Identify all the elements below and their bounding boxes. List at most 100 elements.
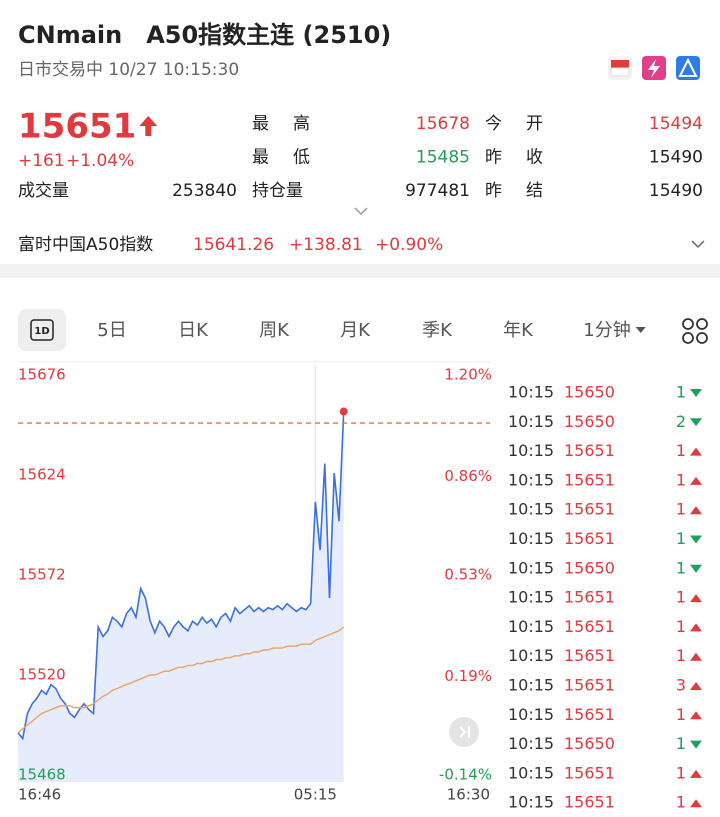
trade-time: 10:15	[508, 763, 554, 782]
tab[interactable]: 周K	[259, 320, 290, 341]
stat-label: 持仓量	[252, 181, 303, 201]
tab[interactable]: 1分钟	[583, 320, 630, 341]
tab[interactable]: 月K	[340, 320, 371, 341]
trade-price: 15651	[564, 588, 615, 607]
trade-volume: 1	[676, 383, 686, 402]
dropdown-caret	[635, 327, 646, 333]
index-chevron[interactable]	[691, 240, 705, 249]
tab-active-bg[interactable]	[18, 309, 66, 351]
expand-chevron[interactable]	[354, 207, 368, 216]
stat-value: 15490	[649, 148, 703, 168]
trade-price: 15651	[564, 676, 615, 695]
average-line	[17, 626, 345, 734]
trade-direction	[690, 623, 702, 632]
market-icons	[608, 56, 700, 80]
change-percent: +1.04%	[66, 151, 134, 171]
trade-volume: 1	[676, 734, 686, 753]
stat-value: 15490	[649, 181, 703, 201]
trade-time: 10:15	[508, 793, 554, 812]
trade-price: 15650	[564, 383, 615, 402]
index-percent: +0.90%	[375, 235, 443, 255]
y-tick-label: 15676	[18, 366, 66, 384]
stat-value: 15678	[416, 114, 470, 134]
title: CNmain A50指数主连 (2510)	[18, 21, 391, 49]
change: +161	[18, 151, 65, 171]
tab[interactable]: 日K	[178, 320, 209, 341]
volume-label: 成交量	[18, 181, 69, 201]
jump-icon	[459, 726, 470, 738]
stat-value: 15485	[416, 148, 470, 168]
trade-direction	[690, 711, 702, 720]
y-tick-label: 15468	[18, 766, 66, 784]
last-price: 15651	[18, 107, 136, 147]
trade-time: 10:15	[508, 676, 554, 695]
stat-value: 15494	[649, 114, 703, 134]
chart: 16:46 05:15 16:30 15676 15624 15572 15520 15468…	[17, 361, 702, 812]
volume-value: 253840	[172, 181, 237, 201]
trade-direction	[690, 418, 702, 427]
trade-price: 15651	[564, 763, 615, 782]
trade-price: 15651	[564, 500, 615, 519]
tab[interactable]: 季K	[422, 320, 453, 341]
tab[interactable]: 5日	[97, 320, 126, 341]
tab[interactable]: 1D	[34, 326, 49, 337]
index-value: 15641.26	[193, 235, 274, 255]
trade-volume: 1	[676, 500, 686, 519]
trade-time: 10:15	[508, 412, 554, 431]
index-name[interactable]: 富时中国A50指数	[18, 235, 153, 255]
trade-time: 10:15	[508, 500, 554, 519]
divider	[0, 264, 720, 278]
trade-volume: 1	[676, 705, 686, 724]
trade-direction	[690, 799, 702, 808]
trade-price: 15650	[564, 734, 615, 753]
trade-time: 10:15	[508, 383, 554, 402]
trade-price: 15650	[564, 558, 615, 577]
trade-volume: 2	[676, 412, 686, 431]
trade-price: 15651	[564, 470, 615, 489]
trade-price: 15651	[564, 441, 615, 460]
trade-price: 15651	[564, 705, 615, 724]
x-tick-label: 16:30	[447, 786, 490, 804]
trade-direction	[690, 740, 702, 749]
trade-time: 10:15	[508, 558, 554, 577]
y2-tick-label: 1.20%	[444, 366, 492, 384]
layout-icon[interactable]	[682, 318, 708, 344]
trade-volume: 1	[676, 617, 686, 636]
trade-price: 15650	[564, 412, 615, 431]
last-point	[339, 407, 348, 416]
y2-tick-label: 0.53%	[444, 566, 492, 584]
trade-direction	[690, 564, 702, 573]
trade-volume: 1	[676, 588, 686, 607]
trade-time: 10:15	[508, 529, 554, 548]
trade-direction	[690, 682, 702, 690]
trade-direction	[690, 389, 702, 397]
trade-time: 10:15	[508, 441, 554, 460]
stat-label: 今开	[485, 114, 567, 134]
y-tick-label: 15520	[18, 666, 66, 684]
stat-label: 昨收	[485, 148, 567, 168]
trade-volume: 1	[676, 558, 686, 577]
y-tick-label: 15572	[18, 566, 66, 584]
index-change: +138.81	[289, 235, 363, 255]
trade-time: 10:15	[508, 588, 554, 607]
stat-label: 昨结	[485, 181, 567, 201]
trade-volume: 1	[676, 763, 686, 782]
y2-tick-label: 0.86%	[444, 467, 492, 485]
trade-price: 15651	[564, 646, 615, 665]
trade-price: 15651	[564, 617, 615, 636]
status: 日市交易中 10/27 10:15:30	[18, 60, 239, 80]
stat-label: 最高	[252, 114, 334, 134]
trade-direction	[690, 594, 702, 603]
trade-time: 10:15	[508, 646, 554, 665]
price-area	[18, 411, 344, 782]
price-line	[17, 411, 345, 741]
trade-volume: 1	[676, 441, 686, 460]
trade-direction	[690, 535, 702, 544]
tab[interactable]: 年K	[503, 320, 534, 341]
trade-direction	[690, 769, 702, 778]
y2-tick-label: 0.19%	[444, 667, 492, 685]
trade-direction	[690, 652, 702, 661]
trade-time: 10:15	[508, 470, 554, 489]
x-tick-label: 05:15	[294, 786, 337, 804]
trade-price: 15651	[564, 793, 615, 812]
